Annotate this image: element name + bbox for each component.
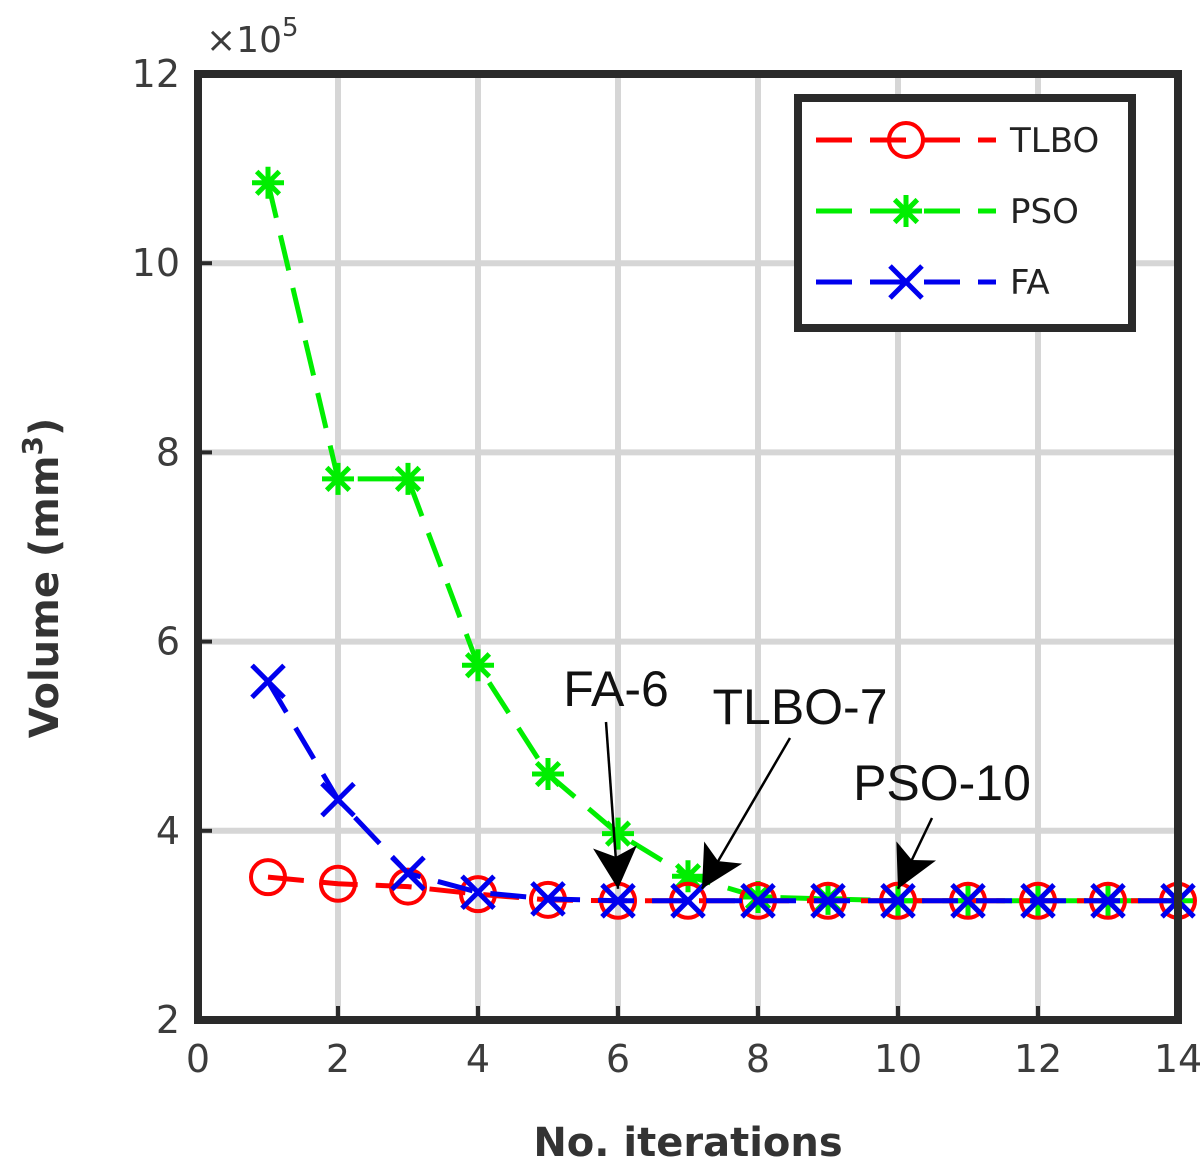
plot-area-frame bbox=[194, 70, 1182, 1024]
legend-entry-tlbo: TLBO bbox=[816, 121, 1099, 161]
circle-marker bbox=[389, 867, 427, 906]
x-marker bbox=[250, 663, 286, 700]
y-axis-label: Volume (mm3) bbox=[16, 418, 68, 739]
y-exponent-label: ×105 bbox=[206, 13, 299, 61]
asterisk-marker bbox=[602, 817, 634, 850]
y-tick-label: 4 bbox=[156, 809, 180, 853]
asterisk-marker bbox=[890, 195, 922, 227]
x-marker bbox=[460, 874, 496, 911]
y-tick-label: 10 bbox=[132, 241, 180, 285]
data-point bbox=[249, 858, 287, 897]
data-point bbox=[1020, 883, 1056, 919]
x-axis-label: No. iterations bbox=[533, 1120, 842, 1164]
legend-marker bbox=[890, 195, 922, 227]
x-marker bbox=[320, 781, 356, 818]
x-marker bbox=[600, 883, 636, 919]
x-tick-label: 14 bbox=[1154, 1037, 1200, 1081]
data-point bbox=[390, 855, 426, 892]
data-point bbox=[462, 649, 494, 682]
asterisk-marker bbox=[672, 860, 704, 893]
series-line bbox=[265, 680, 1178, 904]
y-tick-label: 2 bbox=[156, 998, 180, 1042]
data-series bbox=[249, 166, 1197, 920]
data-point bbox=[532, 758, 564, 791]
x-tick-label: 0 bbox=[186, 1037, 210, 1081]
legend-entry-pso: PSO bbox=[816, 192, 1079, 232]
x-marker bbox=[740, 883, 776, 919]
x-marker bbox=[880, 883, 916, 919]
data-point bbox=[670, 883, 706, 919]
x-tick-label: 6 bbox=[606, 1037, 630, 1081]
asterisk-marker bbox=[322, 462, 354, 495]
data-point bbox=[322, 462, 354, 495]
x-marker bbox=[1020, 883, 1056, 919]
x-marker bbox=[530, 881, 566, 917]
annotation-arrow-head bbox=[896, 841, 937, 889]
y-tick-label: 8 bbox=[156, 430, 180, 474]
circle-marker bbox=[249, 858, 287, 897]
data-point bbox=[742, 881, 774, 914]
legend-marker bbox=[887, 121, 925, 159]
data-point bbox=[602, 817, 634, 850]
data-point bbox=[950, 883, 986, 919]
y-tick-label: 12 bbox=[132, 52, 180, 96]
asterisk-marker bbox=[252, 166, 284, 199]
asterisk-marker bbox=[532, 758, 564, 791]
data-point bbox=[530, 881, 566, 917]
circle-marker bbox=[887, 121, 925, 159]
y-tick-label: 6 bbox=[156, 620, 180, 664]
annotation-label: TLBO-7 bbox=[712, 679, 887, 735]
data-point bbox=[252, 166, 284, 199]
data-point bbox=[319, 864, 357, 903]
annotation: PSO-10 bbox=[853, 755, 1031, 890]
x-tick-label: 10 bbox=[874, 1037, 922, 1081]
legend: TLBO PSO FA bbox=[794, 94, 1136, 332]
legend-label: TLBO bbox=[1009, 121, 1099, 161]
asterisk-marker bbox=[392, 462, 424, 495]
legend-entry-fa: FA bbox=[816, 263, 1050, 303]
asterisk-marker bbox=[462, 649, 494, 682]
annotation-arrow-head bbox=[593, 845, 637, 889]
legend-label: FA bbox=[1010, 263, 1050, 303]
data-point bbox=[1090, 883, 1126, 919]
data-point bbox=[460, 874, 496, 911]
data-point bbox=[389, 867, 427, 906]
data-point bbox=[810, 883, 846, 919]
x-marker bbox=[1090, 883, 1126, 919]
legend-label: PSO bbox=[1010, 192, 1079, 232]
data-point bbox=[740, 883, 776, 919]
data-point bbox=[392, 462, 424, 495]
data-point bbox=[672, 860, 704, 893]
asterisk-marker bbox=[742, 881, 774, 914]
data-point bbox=[320, 781, 356, 818]
annotations: FA-6 TLBO-7 PSO-10 bbox=[563, 661, 1031, 890]
x-tick-label: 12 bbox=[1014, 1037, 1062, 1081]
x-marker bbox=[888, 264, 924, 300]
x-marker bbox=[950, 883, 986, 919]
annotation-label: PSO-10 bbox=[853, 755, 1031, 811]
annotation: TLBO-7 bbox=[700, 679, 888, 890]
x-marker bbox=[670, 883, 706, 919]
data-point bbox=[600, 883, 636, 919]
x-marker bbox=[810, 883, 846, 919]
x-tick-label: 2 bbox=[326, 1037, 350, 1081]
x-tick-label: 8 bbox=[746, 1037, 770, 1081]
data-point bbox=[250, 663, 286, 700]
annotation: FA-6 bbox=[563, 661, 669, 889]
annotation-label: FA-6 bbox=[563, 661, 669, 717]
data-point bbox=[880, 883, 916, 919]
circle-marker bbox=[319, 864, 357, 903]
legend-marker bbox=[888, 264, 924, 300]
x-tick-label: 4 bbox=[466, 1037, 490, 1081]
x-marker bbox=[390, 855, 426, 892]
annotation-arrow-head bbox=[702, 841, 743, 889]
legend-box bbox=[794, 94, 1136, 332]
